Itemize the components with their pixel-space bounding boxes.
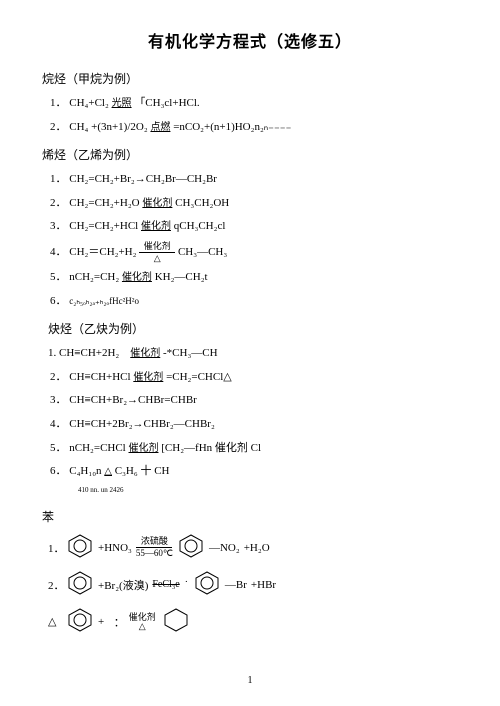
page-number: 1 [0,675,500,686]
cond-top: 浓硫酸 [136,537,173,546]
eq-ene1: 1． CH₂=CH₂+Br₂→CH₂Br—CH₂Br [50,171,458,189]
eq-cond: 催化剂 [133,372,163,383]
eq-lhs: +Br₂(液溴) [98,577,148,593]
eq-body: c₂ₕ₅ₒₕ₂ₐ₊ₕ₂ₒfHc²H²o [69,296,139,306]
eq-num: 4． [50,246,67,258]
eq-body: CH≡CH+2Br₂→CHBr₂—CHBr₂ [69,418,215,430]
eq-num: 3． [50,220,67,232]
eq-num: 1． [50,173,67,185]
eq-yne4: 4． CH≡CH+2Br₂→CHBr₂—CHBr₂ [50,416,458,434]
eq-num: 6． [50,295,67,307]
eq-benz2: 2． +Br₂(液溴) FeCl₃e ˙ —Br +HBr [46,570,458,599]
section-benzene: 苯 [42,508,458,525]
eq-rhs: 「CH₃cl+HCl. [134,97,199,109]
eq-rhs: CH₃—CH₃ [178,246,227,258]
reaction-arrow: 催化剂 △ [139,242,175,263]
cond-bot: 55—60℃ [136,549,173,558]
eq-lhs: CH≡CH+2H₂ [59,347,119,359]
eq-sub: 410 nn. un 2426 [78,486,124,494]
cond-top: 催化剂 [139,242,175,251]
eq-rhs: KH₂—CH₂t [155,271,208,283]
eq-benz3: △ + ： 催化剂 △ [46,607,458,636]
eq-num: 1． [48,540,62,556]
eq-num: 5． [50,271,67,283]
eq-cond: 催化剂 [142,198,172,209]
eq-ene5: 5． nCH₂=CH₂ 催化剂 KH₂—CH₂t [50,269,458,287]
benzene-icon [66,533,94,562]
eq-num: 2． [50,371,67,383]
eq-lhs: C₄H₁₀n [69,465,101,477]
section-alkane: 烷烃（甲烷为例） [42,70,458,87]
eq-rhs1: —NO₂ [209,542,240,554]
eq-alk1: 1． CH₄+Cl₂ 光照 「CH₃cl+HCl. [50,95,458,113]
eq-sym: △ [48,615,62,628]
eq-colon: ： [114,614,125,630]
eq-yne6: 6． C₄H₁₀n △ C₃H₆ 十 CH 410 nn. un 2426 [50,463,458,498]
eq-rhs: -*CH₃—CH [163,347,218,359]
eq-yne5: 5． nCH₂=CHCl 催化剂 [CH₂—fHn 催化剂 Cl [50,440,458,458]
cyclohexane-icon [162,607,190,636]
benzene-icon [177,533,205,562]
eq-cond: △ [104,466,112,477]
eq-lhs: nCH₂=CHCl [69,442,126,454]
eq-ene6: 6． c₂ₕ₅ₒₕ₂ₐ₊ₕ₂ₒfHc²H²o [50,293,458,311]
eq-yne1: 1. CH≡CH+2H₂ 催化剂 -*CH₃—CH [48,345,458,363]
eq-num: 3． [50,394,67,406]
eq-num: 5． [50,442,67,454]
reaction-arrow: 浓硫酸 55—60℃ [136,537,173,558]
eq-rhs: =CH₂=CHCl△ [166,371,232,383]
eq-rhs2: +H₂O [244,542,270,554]
eq-benz1: 1． +HNO₃ 浓硫酸 55—60℃ —NO₂ +H₂O [46,533,458,562]
eq-lhs: nCH₂=CH₂ [69,271,119,283]
eq-lhs: CH₄ +(3n+1)/2O₂ [69,121,147,133]
benzene-icon [193,570,221,599]
cond-bot: △ [139,254,175,263]
eq-num: 6． [50,465,67,477]
eq-yne3: 3． CH≡CH+Br₂→CHBr=CHBr [50,392,458,410]
eq-rhs: C₃H₆ 十 CH [115,465,170,477]
eq-cond: FeCl₃e [152,579,179,590]
eq-yne2: 2． CH≡CH+HCl 催化剂 =CH₂=CHCl△ [50,369,458,387]
eq-cond: 催化剂 [141,221,171,232]
eq-rhs2: +HBr [251,579,276,591]
reaction-arrow: 催化剂 △ [129,613,156,631]
eq-rhs1: —Br [225,579,247,591]
eq-plus: + [98,616,104,628]
eq-lhs: CH≡CH+HCl [69,371,130,383]
eq-num: 4． [50,418,67,430]
eq-lhs: CH₄+Cl₂ [69,97,109,109]
eq-cond: 催化剂 [122,272,152,283]
eq-cond: 点燃 [150,122,170,133]
benzene-icon [66,607,94,636]
eq-num: 2． [50,197,67,209]
benzene-icon [66,570,94,599]
eq-rhs: CH₃CH₂OH [175,197,229,209]
eq-rhs: [CH₂—fHn 催化剂 Cl [161,442,261,454]
eq-lhs: CH₂=CH₂+HCl [69,220,138,232]
eq-num: 1． [50,97,67,109]
section-alkyne: 炔烃（乙炔为例） [48,320,458,337]
eq-body: CH₂=CH₂+Br₂→CH₂Br—CH₂Br [69,173,217,185]
eq-lhs: CH₂=CH₂+H₂O [69,197,139,209]
eq-cond: 光照 [112,98,132,109]
eq-lhs: CH₂＝CH₂+H₂ [69,246,136,258]
eq-body: CH≡CH+Br₂→CHBr=CHBr [69,394,197,406]
eq-cond: 催化剂 [129,443,159,454]
eq-rhs: qCH₃CH₂cl [174,220,226,232]
eq-num: 2． [50,121,67,133]
eq-ene2: 2． CH₂=CH₂+H₂O 催化剂 CH₃CH₂OH [50,195,458,213]
eq-ene4: 4． CH₂＝CH₂+H₂ 催化剂 △ CH₃—CH₃ [50,242,458,263]
eq-lhs: +HNO₃ [98,542,132,554]
section-alkene: 烯烃（乙烯为例） [42,146,458,163]
eq-alk2: 2． CH₄ +(3n+1)/2O₂ 点燃 =nCO₂+(n+1)HO₂n₂ₙ₋… [50,119,458,137]
eq-num: 1. [48,347,56,359]
eq-rhs: =nCO₂+(n+1)HO₂n₂ₙ₋₋₋₋ [173,121,291,133]
page-title: 有机化学方程式（选修五） [42,28,458,52]
eq-num: 2． [48,577,62,593]
eq-cond: 催化剂 [130,348,160,359]
eq-ene3: 3． CH₂=CH₂+HCl 催化剂 qCH₃CH₂cl [50,218,458,236]
cond-bot: △ [129,622,156,631]
